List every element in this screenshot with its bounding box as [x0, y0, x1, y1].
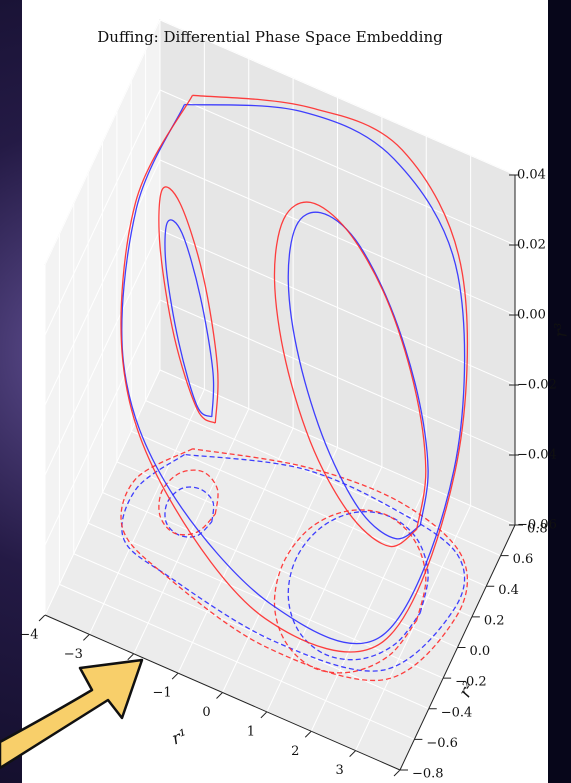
y-tick-label: −0.4	[441, 705, 473, 720]
x-tick-label: 0	[202, 705, 210, 720]
grid-line	[73, 553, 429, 710]
grid-line	[102, 492, 458, 648]
grid-line	[159, 299, 516, 456]
grid-line	[44, 19, 161, 266]
grid-line	[116, 461, 473, 618]
y-tick-label: −0.6	[426, 736, 458, 751]
y-tick-label: 0.0	[470, 644, 491, 659]
x-tick-label: −4	[19, 628, 38, 643]
grid-line	[59, 583, 415, 740]
x-axis-label: r¹	[169, 726, 190, 750]
z-tick-label: −0.02	[517, 378, 557, 393]
tick-mark	[216, 692, 223, 699]
grid-line	[44, 89, 161, 336]
tick-mark	[83, 634, 90, 641]
labels: −4−3−2−101234−0.8−0.6−0.4−0.20.00.20.40.…	[19, 168, 556, 783]
y-tick-label: −0.2	[455, 675, 487, 690]
chart-title: Duffing: Differential Phase Space Embedd…	[97, 28, 443, 46]
z-axis-label: r³	[552, 322, 571, 337]
tick-mark	[349, 750, 356, 757]
z-tick-label: 0.02	[517, 238, 546, 253]
x-tick-label: −3	[64, 647, 83, 662]
grid-line	[44, 299, 161, 546]
x-tick-label: −1	[153, 686, 172, 701]
z-tick-label: −0.04	[517, 448, 557, 463]
y-tick-label: 0.2	[484, 613, 505, 628]
tick-mark	[171, 672, 179, 680]
grid-line	[159, 159, 516, 316]
grid-line	[159, 19, 516, 176]
y-axis-line	[399, 524, 516, 771]
z-tick-label: 0.04	[517, 168, 546, 183]
z-tick-label: 0.00	[517, 308, 546, 323]
tick-mark	[393, 769, 401, 777]
trajectory	[121, 103, 466, 645]
grid-line	[44, 159, 161, 406]
x-tick-label: 1	[247, 724, 255, 739]
y-tick-label: −0.8	[412, 767, 444, 782]
floor-projection	[121, 453, 466, 672]
grid-line	[44, 229, 161, 476]
grid-line	[159, 89, 516, 246]
z-tick-label: −0.06	[517, 518, 557, 533]
x-tick-label: 3	[335, 763, 343, 778]
marks	[120, 94, 469, 682]
tick-mark	[260, 711, 268, 719]
grid-line	[145, 400, 501, 557]
trajectory	[120, 94, 469, 653]
y-tick-label: 0.6	[513, 552, 534, 567]
grid-line	[44, 369, 161, 616]
tick-mark	[127, 653, 135, 661]
tick-mark	[304, 730, 312, 738]
grid-line	[159, 369, 516, 526]
y-tick-label: 0.4	[498, 583, 519, 598]
y-tick-label: 0.8	[527, 522, 548, 537]
x-tick-label: 2	[291, 744, 299, 759]
pointer-arrow	[0, 658, 144, 770]
x-axis-line	[44, 614, 401, 771]
tick-mark	[38, 614, 46, 622]
grid-line	[159, 229, 516, 386]
grid	[38, 19, 523, 777]
